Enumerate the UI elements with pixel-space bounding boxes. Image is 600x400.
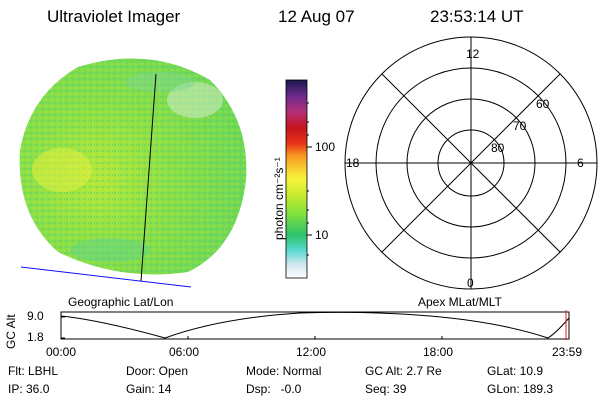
timeline-axis-ticks [60, 316, 570, 339]
filter-info: Flt: LBHL [8, 364, 59, 378]
dsp-info: Dsp: -0.0 [246, 382, 302, 396]
polar-grid [344, 36, 598, 290]
mode-info: Mode: Normal [246, 364, 322, 378]
gain-info: Gain: 14 [126, 382, 172, 396]
gc-altitude-curve [60, 311, 570, 339]
timeline-frame [60, 311, 570, 340]
mlt-label-12: 12 [466, 47, 480, 61]
timeline-tick-0000: 00:00 [46, 345, 77, 359]
glat-info: GLat: 10.9 [487, 364, 544, 378]
timeline-tick-2359: 23:59 [552, 345, 583, 359]
gc-alt-info: GC Alt: 2.7 Re [365, 364, 442, 378]
geographic-latitude-line [20, 266, 192, 288]
colorbar-tick-10: 10 [315, 228, 329, 242]
colorbar-tick-100: 100 [315, 140, 336, 154]
timeline-ylabel: GC Alt [4, 314, 18, 349]
colorbar-unit-label: photon cm⁻²s⁻¹ [272, 157, 286, 240]
mlat-label-70: 70 [513, 119, 527, 133]
door-info: Door: Open [126, 364, 189, 378]
timeline-tick-0600: 06:00 [169, 345, 200, 359]
colorbar-ticks [307, 102, 312, 256]
glon-info: GLon: 189.3 [487, 382, 554, 396]
mlat-label-80: 80 [491, 141, 505, 155]
timeline-ymax: 9.0 [27, 309, 44, 323]
instrument-title: Ultraviolet Imager [47, 7, 181, 26]
mlat-label-60: 60 [536, 97, 550, 111]
seq-info: Seq: 39 [365, 382, 407, 396]
polar-caption: Apex MLat/MLT [418, 295, 502, 309]
timeline-ymin: 1.8 [27, 330, 44, 344]
ip-info: IP: 36.0 [8, 382, 50, 396]
timeline-tick-1800: 18:00 [423, 345, 454, 359]
auroral-image-disk [19, 58, 247, 275]
mlt-label-0: 0 [467, 276, 474, 290]
date-label: 12 Aug 07 [278, 7, 355, 26]
geographic-meridian-line [140, 73, 157, 282]
colorbar [285, 79, 308, 279]
image-caption: Geographic Lat/Lon [68, 295, 174, 309]
mlt-label-6: 6 [577, 156, 584, 170]
mlt-label-18: 18 [346, 156, 360, 170]
time-label: 23:53:14 UT [430, 7, 524, 26]
timeline-tick-1200: 12:00 [296, 345, 327, 359]
